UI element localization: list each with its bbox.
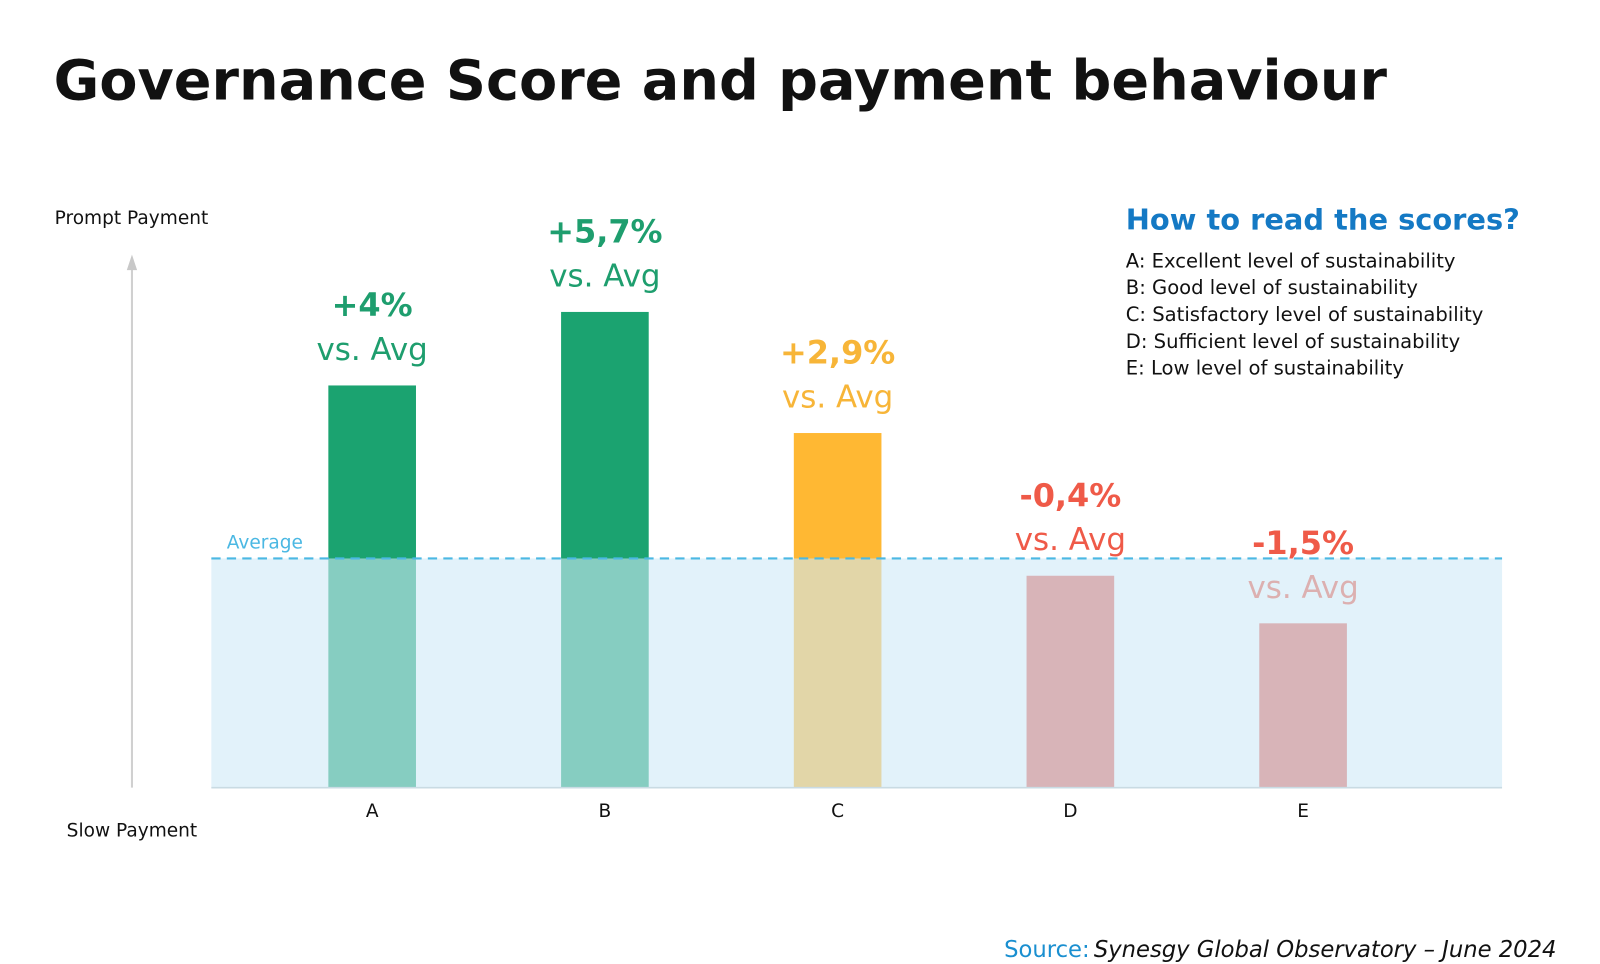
- comparison-label: vs. Avg: [317, 332, 428, 368]
- legend-title: How to read the scores?: [1126, 203, 1520, 237]
- y-axis-bottom-label: Slow Payment: [67, 820, 198, 841]
- value-label: +4%: [332, 286, 413, 324]
- average-band: [211, 558, 1503, 788]
- legend-item: C: Satisfactory level of sustainability: [1126, 303, 1484, 326]
- comparison-label: vs. Avg: [549, 258, 660, 294]
- x-tick-label: B: [599, 801, 612, 822]
- value-label: -0,4%: [1019, 476, 1121, 514]
- value-label: +5,7%: [547, 213, 662, 251]
- reference-label: Average: [227, 532, 303, 553]
- legend-item: A: Excellent level of sustainability: [1126, 249, 1456, 272]
- value-label: -1,5%: [1252, 524, 1354, 562]
- y-axis-top-label: Prompt Payment: [55, 208, 209, 229]
- source-prefix: Source:: [1004, 937, 1090, 963]
- x-tick-label: C: [831, 801, 844, 822]
- comparison-label: vs. Avg: [782, 380, 893, 416]
- y-axis-arrow: [126, 254, 138, 271]
- chart-title: Governance Score and payment behaviour: [54, 49, 1388, 114]
- x-tick-label: A: [366, 801, 379, 822]
- legend-item: B: Good level of sustainability: [1126, 276, 1418, 299]
- comparison-label: vs. Avg: [1015, 522, 1126, 558]
- value-label: +2,9%: [780, 334, 895, 372]
- x-tick-label: E: [1297, 801, 1309, 822]
- legend-item: E: Low level of sustainability: [1126, 357, 1404, 380]
- source-text: Synesgy Global Observatory – June 2024: [1094, 937, 1557, 963]
- x-tick-label: D: [1063, 801, 1077, 822]
- legend-item: D: Sufficient level of sustainability: [1126, 330, 1460, 353]
